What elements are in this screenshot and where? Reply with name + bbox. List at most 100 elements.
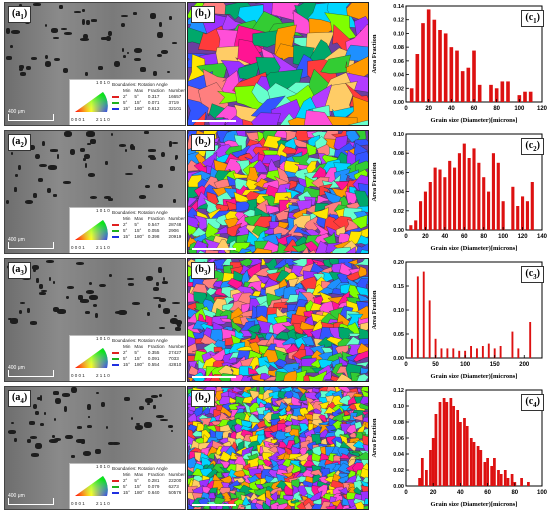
histogram-bar	[443, 177, 446, 230]
histogram-bar	[478, 85, 482, 102]
panel-subscript: 3	[20, 269, 24, 277]
precipitate-spot	[54, 58, 60, 62]
y-tick-label: 0.05	[393, 332, 404, 338]
boundary-swatch	[112, 230, 119, 232]
precipitate-spot	[125, 149, 128, 152]
precipitate-spot	[59, 5, 62, 9]
histogram-bar	[476, 348, 478, 358]
precipitate-spot	[47, 188, 51, 193]
precipitate-spot	[101, 402, 105, 407]
precipitate-spot	[161, 50, 168, 54]
precipitate-spot	[109, 274, 112, 277]
precipitate-spot	[33, 404, 38, 409]
precipitate-spot	[10, 45, 13, 48]
precipitate-spot	[125, 173, 132, 175]
panel-label: (c2)	[521, 138, 544, 155]
scale-bar	[192, 244, 236, 250]
precipitate-spot	[35, 411, 39, 415]
panel-label: (c1)	[521, 10, 544, 27]
y-tick-label: 0.10	[393, 404, 404, 410]
boundary-cell: 0.640	[146, 490, 167, 496]
histogram-bar	[470, 346, 472, 358]
precipitate-spot	[140, 67, 145, 72]
precipitate-spot	[96, 392, 99, 394]
ipf-label-left: 0 0 0 1	[71, 117, 85, 122]
precipitate-spot	[86, 290, 95, 294]
histogram-bar	[511, 332, 513, 358]
histogram-bar	[472, 51, 476, 102]
panel-label: (b3)	[191, 262, 215, 279]
x-axis-label: Grain size (Diameter)[microns]	[431, 117, 518, 124]
precipitate-spot	[139, 406, 144, 410]
scale-text: 400 μm	[8, 493, 25, 499]
precipitate-spot	[121, 15, 128, 18]
precipitate-spot	[157, 54, 163, 58]
x-tick-label: 60	[484, 490, 491, 496]
boundary-cell: 0.554	[146, 362, 167, 368]
y-tick-label: 0.04	[393, 190, 405, 196]
precipitate-spot	[14, 187, 17, 192]
histogram-bar	[527, 482, 530, 486]
precipitate-spot	[20, 72, 26, 76]
ipf-color-key	[73, 470, 109, 500]
precipitate-spot	[55, 398, 61, 404]
precipitate-spot	[83, 158, 86, 161]
histogram-bar	[455, 51, 459, 102]
panel-label: (c3)	[521, 266, 544, 283]
precipitate-spot	[124, 397, 129, 401]
boundary-cell: 15°	[121, 490, 132, 496]
precipitate-spot	[71, 387, 77, 393]
histogram-bar	[421, 458, 424, 486]
precipitate-spot	[53, 391, 58, 395]
precipitate-spot	[119, 144, 127, 147]
precipitate-spot	[147, 403, 150, 405]
y-tick-label: 0.10	[393, 132, 404, 138]
histogram-bar	[411, 339, 413, 358]
precipitate-spot	[57, 154, 60, 159]
y-axis-label: Area Fraction	[371, 34, 378, 73]
histogram-bar	[421, 23, 425, 102]
precipitate-spot	[33, 266, 36, 272]
histogram-bar	[520, 478, 523, 486]
precipitate-spot	[40, 423, 44, 426]
precipitate-spot	[172, 142, 177, 144]
y-axis-label: Area Fraction	[371, 162, 378, 201]
precipitate-spot	[33, 3, 41, 6]
histogram-bar	[414, 220, 417, 230]
precipitate-spot	[175, 157, 178, 160]
histogram-bar	[441, 348, 443, 358]
boundary-swatch	[112, 224, 119, 226]
precipitate-spot	[54, 418, 56, 421]
histogram-bar	[463, 144, 466, 230]
precipitate-spot	[162, 281, 168, 284]
precipitate-spot	[31, 453, 40, 456]
precipitate-spot	[53, 307, 59, 311]
histogram-bar	[492, 153, 495, 230]
precipitate-spot	[64, 32, 72, 35]
histogram-bar	[410, 88, 414, 102]
precipitate-spot	[45, 55, 48, 60]
x-tick-label: 0	[404, 362, 408, 368]
boundary-swatch	[112, 108, 119, 110]
histogram-bar	[487, 192, 490, 230]
precipitate-spot	[19, 310, 23, 314]
histogram-bar	[511, 474, 514, 486]
ipf-label-top: 1 0 1 0	[96, 208, 110, 213]
precipitate-spot	[10, 318, 18, 323]
panel-label: (a2)	[8, 134, 31, 151]
precipitate-spot	[128, 283, 134, 286]
boundary-swatch	[112, 486, 119, 488]
histogram-bar	[526, 201, 529, 230]
precipitate-spot	[18, 165, 21, 170]
panel-label: (a1)	[8, 6, 31, 23]
scale-text: 400 μm	[8, 109, 25, 115]
panel-label: (a3)	[8, 262, 31, 279]
ebsd-grains	[188, 131, 368, 253]
histogram-bar	[445, 402, 448, 486]
histogram-bar	[502, 201, 505, 230]
precipitate-spot	[133, 146, 135, 150]
precipitate-spot	[33, 193, 37, 198]
